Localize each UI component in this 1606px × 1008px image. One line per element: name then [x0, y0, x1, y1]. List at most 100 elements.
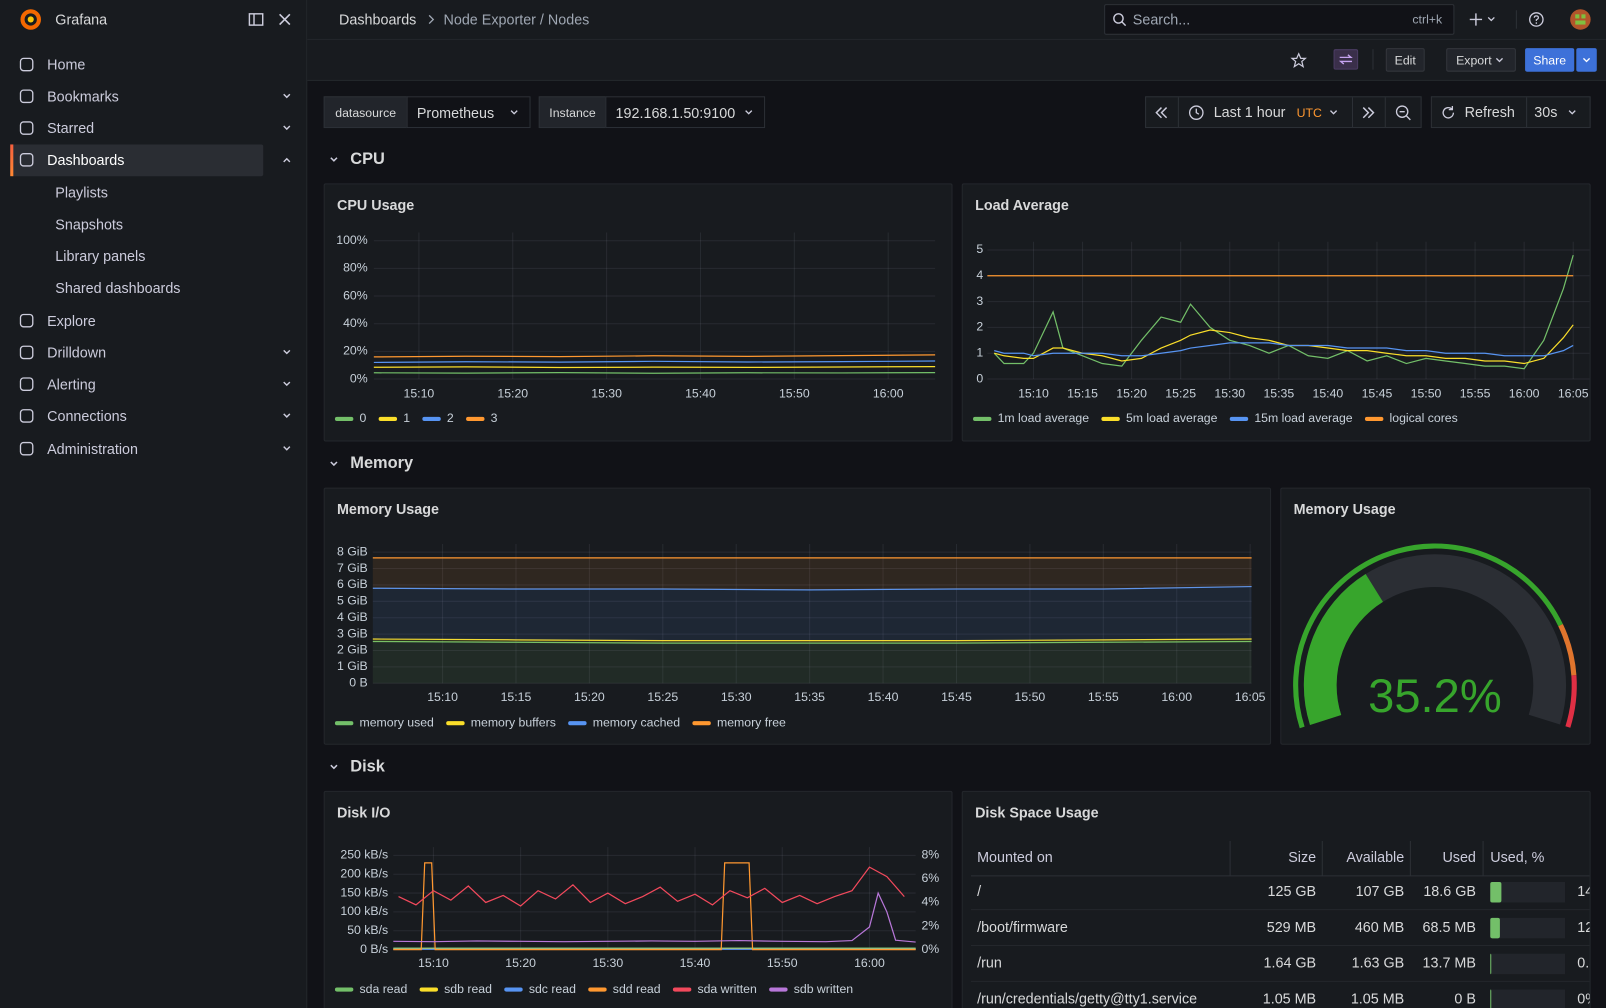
panel: Disk I/O 0 B/s 50 kB/s 100 kB/s 150 kB/s 200 …	[323, 790, 953, 1008]
share-label: Share	[1533, 52, 1567, 68]
legend-label: logical cores	[1390, 411, 1458, 425]
nav-icon	[19, 89, 34, 104]
table-cell: 107 GB	[1356, 884, 1405, 900]
legend-label: memory buffers	[471, 715, 556, 729]
bar-track	[1490, 917, 1566, 939]
gauge-value	[1303, 574, 1384, 725]
divider	[1177, 97, 1179, 128]
table-cell: 125 GB	[1268, 884, 1317, 900]
shift-forward-icon[interactable]	[1361, 106, 1375, 120]
chevron-path	[283, 446, 291, 451]
legend-label: sda written	[697, 982, 757, 996]
variable-select[interactable]: 192.168.1.50:9100	[605, 96, 766, 129]
series-line	[994, 342, 1574, 357]
nav-subitem[interactable]: Playlists	[55, 184, 108, 201]
legend-label: sdc read	[529, 982, 576, 996]
y-tick-label: 8 GiB	[337, 544, 368, 558]
row-chevron[interactable]	[329, 155, 339, 165]
add-icon[interactable]	[1469, 12, 1500, 26]
search-box[interactable]	[1104, 4, 1455, 35]
variable-select[interactable]: Prometheus	[406, 96, 531, 129]
refresh-interval[interactable]: 30s	[1534, 103, 1558, 120]
threshold-arc	[1558, 624, 1577, 676]
chevron-path	[283, 125, 291, 131]
divider	[1515, 10, 1517, 29]
nav-icon	[19, 121, 34, 135]
close-icon[interactable]	[278, 12, 292, 26]
nav-item[interactable]: Drilldown	[47, 344, 107, 361]
star-icon[interactable]	[1290, 52, 1307, 68]
chevron[interactable]	[282, 379, 292, 389]
nav-item[interactable]: Home	[47, 56, 86, 73]
x-tick-label: 15:10	[1018, 387, 1049, 401]
panel: Load Average 0 1 2 3 4 5 15:10 15:15 15:20 15:25 15…	[961, 183, 1591, 442]
row-title[interactable]: Disk	[350, 758, 385, 776]
x-tick-label: 16:00	[1161, 690, 1192, 704]
legend-label: memory free	[717, 715, 786, 729]
refresh-picker[interactable]	[1430, 96, 1591, 129]
share-dropdown[interactable]	[1576, 48, 1597, 72]
refresh-label[interactable]: Refresh	[1464, 103, 1515, 120]
y-tick-label: 100 kB/s	[340, 904, 388, 918]
row-title[interactable]: CPU	[350, 150, 385, 168]
y-tick-label: 6 GiB	[337, 577, 368, 591]
series-line	[372, 640, 1252, 644]
chevron	[510, 109, 518, 115]
nav-subitem[interactable]: Library panels	[55, 247, 146, 265]
breadcrumb[interactable]: Dashboards	[339, 11, 417, 28]
x-tick-label: 15:35	[1263, 387, 1294, 401]
row-title[interactable]: Memory	[350, 454, 414, 473]
nav-item[interactable]: Administration	[47, 440, 138, 457]
nav-icon-shape	[19, 441, 34, 456]
y-tick-label: 0%	[350, 371, 368, 385]
area-fill	[372, 586, 1252, 641]
help-icon[interactable]	[1528, 11, 1544, 27]
nav-item[interactable]: Connections	[47, 407, 127, 425]
y2-tick-label: 4%	[921, 895, 939, 909]
legend-label: 5m load average	[1126, 411, 1218, 425]
nav-item[interactable]: Bookmarks	[47, 88, 119, 105]
nav-subitem[interactable]: Shared dashboards	[55, 279, 181, 297]
variable-label-text: Instance	[549, 104, 596, 120]
legend-label: 1	[403, 411, 410, 425]
table-cell: /run/credentials/getty@tty1.service	[977, 992, 1197, 1008]
series-line	[393, 891, 916, 943]
nav-icon-shape	[19, 152, 34, 167]
time-range[interactable]: Last 1 hour	[1213, 103, 1286, 120]
legend-label: 3	[491, 411, 498, 425]
switch-button[interactable]	[1333, 49, 1359, 70]
dock-icon[interactable]	[248, 11, 264, 27]
table-cell: 460 MB	[1355, 920, 1404, 936]
chevron[interactable]	[282, 155, 292, 165]
y2-tick-label: 8%	[921, 848, 939, 862]
nav-subitem[interactable]: Snapshots	[55, 216, 124, 233]
nav-item[interactable]: Starred	[47, 119, 95, 137]
export-button[interactable]: Export	[1446, 48, 1516, 72]
x-tick-label: 15:20	[497, 387, 528, 401]
chevron[interactable]	[282, 91, 292, 101]
x-tick-label: 16:00	[873, 387, 904, 401]
chevron[interactable]	[282, 347, 292, 357]
shift-back-icon[interactable]	[1154, 106, 1168, 120]
chevron[interactable]	[282, 123, 292, 133]
zoom-out-icon[interactable]	[1395, 104, 1411, 121]
variable-value: Prometheus	[416, 103, 495, 121]
x-tick-label: 15:55	[1460, 387, 1491, 401]
panel-title: Memory Usage	[1293, 500, 1396, 518]
x-tick-label: 15:15	[1067, 387, 1098, 401]
share-button[interactable]: Share	[1525, 48, 1575, 72]
chevron[interactable]	[282, 411, 292, 421]
avatar[interactable]	[1569, 8, 1592, 31]
nav-item[interactable]: Dashboards	[47, 151, 125, 168]
chevron[interactable]	[282, 444, 292, 454]
x-tick-label: 15:25	[1165, 387, 1196, 401]
nav-item[interactable]: Alerting	[47, 375, 96, 393]
bar-gauge	[1490, 989, 1492, 1008]
row-chevron[interactable]	[329, 762, 339, 772]
row-chevron[interactable]	[329, 459, 339, 469]
bar-gauge	[1490, 917, 1500, 939]
edit-button[interactable]: Edit	[1385, 48, 1425, 72]
nav-item[interactable]: Explore	[47, 312, 96, 329]
column-header: Used	[1442, 850, 1475, 866]
bar-gauge	[1490, 953, 1492, 975]
